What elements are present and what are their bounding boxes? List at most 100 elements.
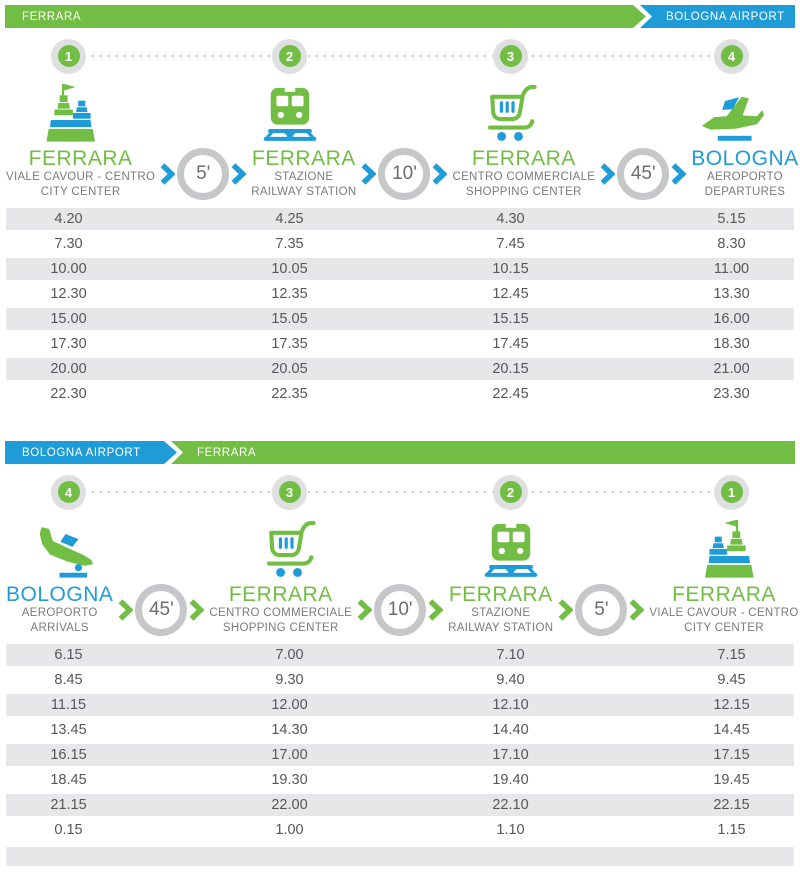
time-cell: 15.15 (492, 311, 529, 327)
time-row: 8.45 9.30 9.40 9.45 (6, 669, 794, 691)
duration-connector: 45' (595, 148, 691, 200)
duration-label: 45' (630, 163, 656, 184)
time-row: 11.15 12.00 12.10 12.15 (6, 694, 794, 716)
castle-icon (40, 83, 97, 143)
stop-name: BOLOGNA (691, 147, 799, 171)
time-cell: 19.40 (492, 772, 529, 788)
time-cell: 15.05 (271, 311, 308, 327)
time-cell: 22.00 (271, 797, 308, 813)
banner-to-label: FERRARA (197, 446, 257, 459)
stop-icon-cell (6, 83, 131, 143)
time-cell: 10.05 (271, 261, 308, 277)
banner-segment-from: FERRARA (5, 5, 646, 28)
stop-badge-cell: 3 (448, 38, 573, 74)
cart-icon (261, 516, 318, 579)
stop-icon-cell (669, 86, 794, 143)
plane-takeoff-icon (700, 86, 764, 143)
time-cell: 17.35 (271, 336, 308, 352)
time-cell: 4.25 (275, 211, 304, 227)
stop-number: 4 (57, 481, 80, 503)
stop-subtitle: AEROPORTO (21, 607, 98, 620)
time-cell: 8.45 (54, 672, 83, 688)
time-cell: 21.00 (713, 361, 750, 377)
stop-label: FERRARA CENTRO COMMERCIALE SHOPPING CENTER (452, 148, 595, 199)
stop-labels-row: BOLOGNA AEROPORTO ARRIVALS 45' FERRARA CENTRO… (6, 581, 798, 639)
time-cell: 7.00 (275, 647, 304, 663)
stop-label: BOLOGNA AEROPORTO ARRIVALS (6, 584, 113, 635)
stop-subtitle: CENTRO COMMERCIALE (209, 607, 353, 620)
duration-label: 45' (148, 599, 174, 620)
chevron-icon (629, 599, 644, 621)
time-row: 7.30 7.35 7.45 8.30 (6, 233, 794, 255)
direction-section-inbound: BOLOGNA AIRPORT FERRARA 4 3 2 1 BOLOGNA AERO… (0, 441, 800, 866)
time-cell: 9.45 (717, 672, 746, 688)
stop-icon-cell (227, 87, 352, 143)
stop-subtitle: ARRIVALS (30, 622, 89, 635)
stop-subtitle: CENTRO COMMERCIALE (452, 171, 596, 184)
banner-segment-to: BOLOGNA AIRPORT (640, 5, 795, 28)
banner-from-label: FERRARA (22, 10, 82, 23)
time-cell: 19.45 (713, 772, 750, 788)
stop-number: 3 (499, 45, 522, 67)
stop-badges-row: 4 3 2 1 (6, 474, 794, 510)
time-cell: 0.15 (54, 822, 83, 838)
dotted-line (68, 491, 732, 493)
stop-number: 4 (720, 45, 743, 67)
time-cell: 7.45 (496, 236, 525, 252)
stop-subtitle: CITY CENTER (684, 622, 764, 635)
time-row: 17.30 17.35 17.45 18.30 (6, 333, 794, 355)
time-cell: 11.15 (50, 697, 87, 713)
duration-badge: 5' (575, 584, 628, 636)
stop-icons-row (6, 77, 794, 143)
time-cell: 7.15 (717, 647, 746, 663)
time-cell: 17.15 (713, 747, 750, 763)
stop-number-badge: 3 (493, 38, 528, 74)
stop-subtitle: SHOPPING CENTER (466, 186, 582, 199)
time-row: 20.00 20.05 20.15 21.00 (6, 358, 794, 380)
stop-name: FERRARA (471, 147, 576, 171)
chevron-icon (432, 163, 447, 185)
chevron-icon (160, 163, 175, 185)
time-cell: 22.30 (50, 386, 87, 402)
time-cell: 17.00 (271, 747, 308, 763)
time-cell: 20.15 (492, 361, 529, 377)
duration-badge: 45' (617, 148, 670, 200)
time-row: 6.15 7.00 7.10 7.15 (6, 644, 794, 666)
time-cell: 12.10 (492, 697, 529, 713)
stop-badge-cell: 2 (448, 474, 573, 510)
castle-icon (703, 519, 760, 579)
stop-name: FERRARA (251, 147, 356, 171)
stop-badge-cell: 1 (669, 474, 794, 510)
time-cell: 9.30 (275, 672, 304, 688)
time-cell: 12.35 (271, 286, 308, 302)
time-cell: 7.35 (275, 236, 304, 252)
time-row: 15.00 15.05 15.15 16.00 (6, 308, 794, 330)
time-cell: 17.10 (492, 747, 529, 763)
time-cell: 1.15 (717, 822, 746, 838)
timetable: 6.15 7.00 7.10 7.15 8.45 9.30 9.40 9.45 11.15 12.… (6, 644, 794, 841)
duration-label: 5' (594, 599, 609, 620)
stop-number: 3 (278, 481, 301, 503)
chevron-icon (361, 163, 376, 185)
duration-connector: 10' (352, 584, 448, 636)
banner-from-label: BOLOGNA AIRPORT (22, 446, 141, 459)
stop-subtitle: RAILWAY STATION (448, 622, 554, 635)
stop-badge-cell: 3 (227, 474, 352, 510)
stop-icon-cell (448, 80, 573, 143)
stop-label: FERRARA CENTRO COMMERCIALE SHOPPING CENTER (209, 584, 352, 635)
time-cell: 12.30 (50, 286, 87, 302)
stop-name: FERRARA (672, 583, 776, 607)
time-row: 21.15 22.00 22.10 22.15 (6, 794, 794, 816)
time-cell: 14.45 (713, 722, 750, 738)
time-cell: 20.00 (50, 361, 87, 377)
stop-icon-cell (669, 519, 794, 579)
time-cell: 22.45 (492, 386, 529, 402)
stop-number-badge: 4 (51, 474, 86, 510)
chevron-icon (357, 599, 372, 621)
stop-name: BOLOGNA (6, 583, 114, 607)
stop-subtitle: CITY CENTER (40, 186, 121, 199)
stop-subtitle: STAZIONE (471, 607, 531, 620)
stop-labels-row: FERRARA VIALE CAVOUR - CENTRO CITY CENTER 5… (6, 145, 798, 203)
duration-connector: 45' (113, 584, 209, 636)
